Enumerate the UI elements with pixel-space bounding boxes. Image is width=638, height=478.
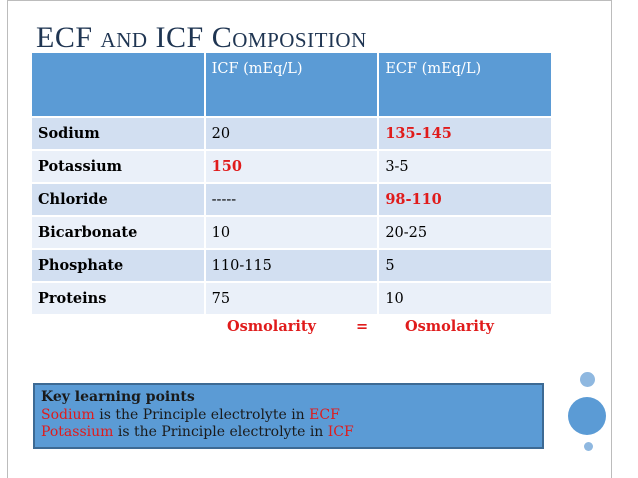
osmolarity-icf-label: Osmolarity <box>227 318 316 335</box>
decorative-circle-small <box>584 442 593 451</box>
composition-table: ICF (mEq/L) ECF (mEq/L) Sodium 20 135-14… <box>32 53 553 316</box>
key-point-sodium: Sodium is the Principle electrolyte in E… <box>41 407 536 425</box>
icf-value: 110-115 <box>204 249 380 283</box>
table-row: Sodium 20 135-145 <box>32 117 553 151</box>
key-point-target: ICF <box>327 424 354 440</box>
ecf-value: 10 <box>378 282 553 316</box>
table-row: Potassium 150 3-5 <box>32 150 553 184</box>
osmolarity-ecf-label: Osmolarity <box>405 318 494 335</box>
decorative-circle-medium <box>580 372 595 387</box>
slide-title: ECF AND ICF COMPOSITION <box>36 21 367 54</box>
key-point-term: Sodium <box>41 406 95 423</box>
ecf-value: 5 <box>378 249 553 283</box>
header-cell-empty <box>32 53 206 118</box>
ecf-value: 98-110 <box>378 183 553 217</box>
slide-frame-top <box>7 0 612 1</box>
ecf-value: 20-25 <box>378 216 553 250</box>
ecf-value: 3-5 <box>378 150 553 184</box>
icf-value: 150 <box>204 150 380 184</box>
electrolyte-name: Phosphate <box>32 249 206 283</box>
key-point-term: Potassium <box>41 424 114 440</box>
icf-value: 20 <box>204 117 380 151</box>
icf-value: ----- <box>204 183 380 217</box>
electrolyte-name: Sodium <box>32 117 206 151</box>
key-points-heading: Key learning points <box>41 389 195 405</box>
header-cell-ecf: ECF (mEq/L) <box>378 53 553 118</box>
electrolyte-name: Bicarbonate <box>32 216 206 250</box>
key-point-target: ECF <box>309 406 340 423</box>
table-header-row: ICF (mEq/L) ECF (mEq/L) <box>32 53 553 118</box>
key-point-potassium: Potassium is the Principle electrolyte i… <box>41 424 536 442</box>
electrolyte-name: Potassium <box>32 150 206 184</box>
slide-frame-right <box>611 0 612 478</box>
electrolyte-name: Proteins <box>32 282 206 316</box>
ecf-value: 135-145 <box>378 117 553 151</box>
key-learning-points-box: Key learning points Sodium is the Princi… <box>33 383 544 449</box>
header-cell-icf: ICF (mEq/L) <box>204 53 380 118</box>
table-row: Bicarbonate 10 20-25 <box>32 216 553 250</box>
key-point-text: is the Principle electrolyte in <box>94 406 310 423</box>
table-row: Proteins 75 10 <box>32 282 553 316</box>
icf-value: 10 <box>204 216 380 250</box>
osmolarity-equals: = <box>356 318 369 335</box>
table-row: Phosphate 110-115 5 <box>32 249 553 283</box>
electrolyte-name: Chloride <box>32 183 206 217</box>
icf-value: 75 <box>204 282 380 316</box>
table-row: Chloride ----- 98-110 <box>32 183 553 217</box>
decorative-circle-large <box>568 397 606 435</box>
key-point-text: is the Principle electrolyte in <box>113 424 328 440</box>
slide-frame-left <box>7 0 8 478</box>
